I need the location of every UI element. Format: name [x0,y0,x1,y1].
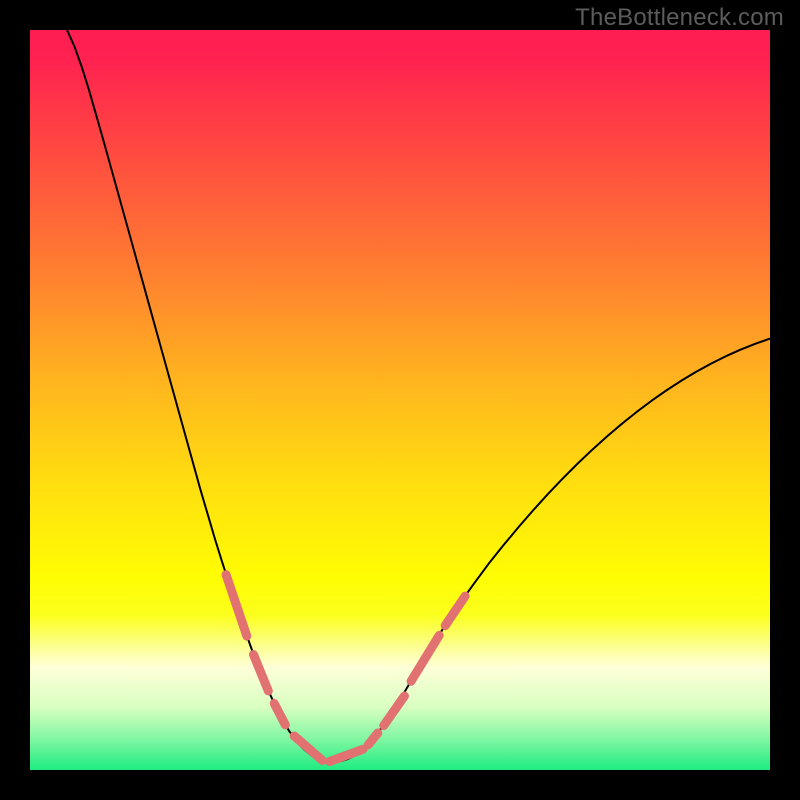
chart-container [30,30,770,770]
bottleneck-chart [30,30,770,770]
chart-background [30,30,770,770]
watermark-text: TheBottleneck.com [575,4,784,32]
